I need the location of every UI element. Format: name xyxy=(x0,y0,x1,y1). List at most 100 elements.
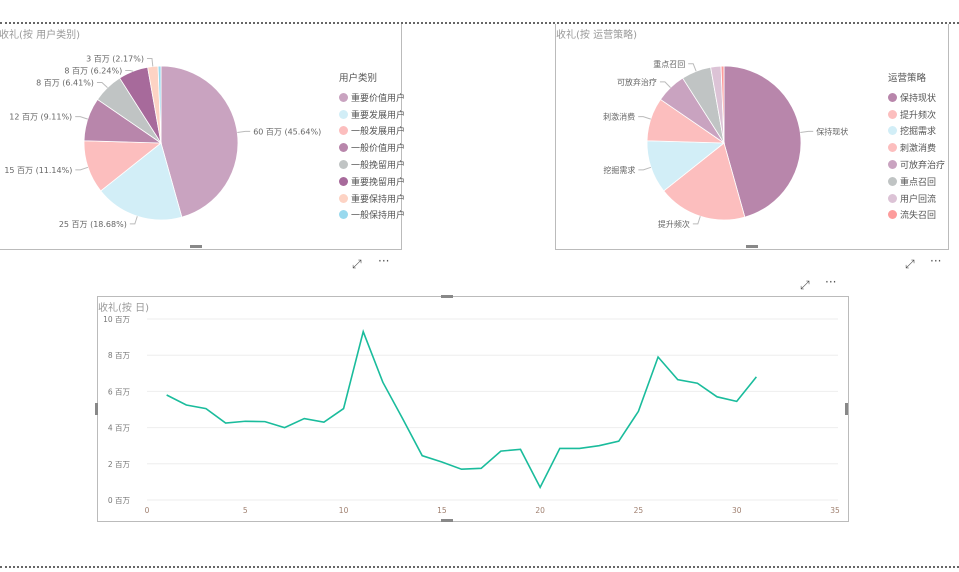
more-options-icon[interactable]: ··· xyxy=(378,254,390,268)
x-tick-label: 5 xyxy=(243,506,248,515)
resize-handle[interactable] xyxy=(190,245,202,248)
legend-dot-icon xyxy=(888,109,897,119)
x-tick-label: 15 xyxy=(437,506,447,515)
legend-item[interactable]: 一般挽留用户 xyxy=(339,156,405,173)
legend-item[interactable]: 重要价值用户 xyxy=(339,89,405,106)
x-tick-label: 35 xyxy=(830,506,840,515)
slice-label: 15 百万 (11.14%) xyxy=(4,166,72,175)
legend-dot-icon xyxy=(339,193,348,203)
leader-line xyxy=(96,81,108,88)
x-tick-label: 25 xyxy=(634,506,644,515)
legend-item[interactable]: 挖掘需求 xyxy=(888,123,945,140)
legend-item[interactable]: 流失召回 xyxy=(888,207,945,224)
legend-label: 提升频次 xyxy=(900,110,937,121)
legend-dot-icon xyxy=(888,176,897,186)
legend-item[interactable]: 重要挽留用户 xyxy=(339,173,405,190)
pie-slice xyxy=(160,65,239,218)
resize-handle[interactable] xyxy=(746,245,758,248)
y-tick-label: 4 百万 xyxy=(108,424,131,433)
slice-label: 保持现状 xyxy=(816,126,848,136)
legend-label: 重要保持用户 xyxy=(351,194,406,205)
slice-label: 8 百万 (6.24%) xyxy=(64,66,122,75)
leader-line xyxy=(75,116,88,120)
legend: 用户类别重要价值用户重要发展用户 一般发展用户 一般价值用户 一般挽留用户 重要挽留用户… xyxy=(339,70,405,223)
legend-label: 用户回流 xyxy=(900,194,937,205)
pie-svg: 60 百万 (45.64%) 25 百万 (18.68%) 15 百万 (11.14… xyxy=(4,54,321,229)
legend-label: 挖掘需求 xyxy=(900,127,937,138)
slice-label: 12 百万 (9.11%) xyxy=(9,113,72,122)
legend-label: 一般价值用户 xyxy=(351,144,406,155)
pie-slice xyxy=(663,142,746,221)
slice-label: 重点召回 xyxy=(653,59,685,69)
focus-mode-icon[interactable]: ⤢ xyxy=(352,257,362,271)
legend-item[interactable]: 刺激消费 xyxy=(888,139,945,156)
chart-title: 收礼(按 日) xyxy=(98,303,149,314)
legend-item[interactable]: 一般保持用户 xyxy=(339,207,405,224)
resize-handle[interactable] xyxy=(441,295,453,298)
legend-title: 运营策略 xyxy=(888,73,927,84)
x-tick-label: 0 xyxy=(145,506,150,515)
legend-dot-icon xyxy=(339,160,348,170)
x-tick-label: 10 xyxy=(339,506,349,515)
leader-line xyxy=(75,166,89,171)
legend-label: 重要挽留用户 xyxy=(351,177,406,188)
legend-title: 用户类别 xyxy=(339,73,378,84)
slice-label: 3 百万 (2.17%) xyxy=(86,54,144,63)
slice-label: 25 百万 (18.68%) xyxy=(59,220,127,229)
pie-slice xyxy=(723,65,802,218)
line-chart-daily[interactable]: 收礼(按 日) 0 百万 2 百万 4 百万 6 百万 8 百万 10 百万 0 5 10 15 2… xyxy=(95,295,849,522)
y-tick-label: 10 百万 xyxy=(103,315,130,324)
resize-handle[interactable] xyxy=(441,519,453,522)
focus-mode-icon[interactable]: ⤢ xyxy=(905,257,915,271)
legend-label: 一般发展用户 xyxy=(351,127,406,138)
legend-dot-icon xyxy=(339,92,348,102)
legend-label: 一般挽留用户 xyxy=(351,161,406,172)
pie-slice xyxy=(100,142,183,221)
legend-label: 流失召回 xyxy=(900,211,937,222)
leader-line xyxy=(800,130,814,133)
resize-handle[interactable] xyxy=(95,403,98,415)
slice-label: 8 百万 (6.41%) xyxy=(36,78,94,87)
legend-label: 重点召回 xyxy=(900,177,937,188)
x-tick-label: 30 xyxy=(732,506,742,515)
legend-item[interactable]: 一般发展用户 xyxy=(339,123,405,140)
legend-dot-icon xyxy=(888,210,897,220)
y-tick-label: 6 百万 xyxy=(108,387,131,396)
page-bottom-border xyxy=(0,566,959,568)
slice-label: 刺激消费 xyxy=(603,112,635,122)
legend-item[interactable]: 重要发展用户 xyxy=(339,106,405,123)
legend-dot-icon xyxy=(888,193,897,203)
legend-item[interactable]: 重要保持用户 xyxy=(339,190,405,207)
leader-line xyxy=(692,216,701,225)
more-options-icon[interactable]: ··· xyxy=(825,275,837,289)
leader-line xyxy=(688,63,697,72)
legend-label: 一般保持用户 xyxy=(351,211,406,222)
resize-handle[interactable] xyxy=(845,403,848,415)
legend: 运营策略保持现状提升频次挖掘需求 刺激消费 可放弃治疗重点召回用户回流流失召回 xyxy=(888,70,945,223)
y-tick-label: 2 百万 xyxy=(108,460,131,469)
pie-chart-strategy[interactable]: 收礼(按 运营策略) 保持现状 提升频次 挖掘需求 刺激消费 可放弃治疗 重点召回 运营策… xyxy=(555,24,949,250)
legend-item[interactable]: 一般价值用户 xyxy=(339,139,405,156)
focus-mode-icon[interactable]: ⤢ xyxy=(800,278,810,292)
legend-item[interactable]: 提升频次 xyxy=(888,106,945,123)
legend-dot-icon xyxy=(888,143,897,153)
pie-chart-user-category[interactable]: 收礼(按 用户类别) 60 百万 (45.64%) 25 百万 (18.68%) 1… xyxy=(0,24,405,250)
legend-item[interactable]: 用户回流 xyxy=(888,190,945,207)
legend-dot-icon xyxy=(888,160,897,170)
legend-item[interactable]: 保持现状 xyxy=(888,89,945,106)
y-tick-label: 0 百万 xyxy=(108,496,131,505)
legend-label: 重要发展用户 xyxy=(351,110,406,121)
legend-item[interactable]: 可放弃治疗 xyxy=(888,156,945,173)
legend-dot-icon xyxy=(339,109,348,119)
legend-item[interactable]: 重点召回 xyxy=(888,173,945,190)
more-options-icon[interactable]: ··· xyxy=(930,254,942,268)
chart-title: 收礼(按 运营策略) xyxy=(556,30,637,41)
legend-dot-icon xyxy=(888,92,897,102)
pie-slice xyxy=(157,65,162,144)
slice-label: 60 百万 (45.64%) xyxy=(253,127,321,136)
leader-line xyxy=(659,81,671,88)
legend-dot-icon xyxy=(339,143,348,153)
pie-slice xyxy=(720,65,725,144)
leader-line xyxy=(125,69,134,72)
